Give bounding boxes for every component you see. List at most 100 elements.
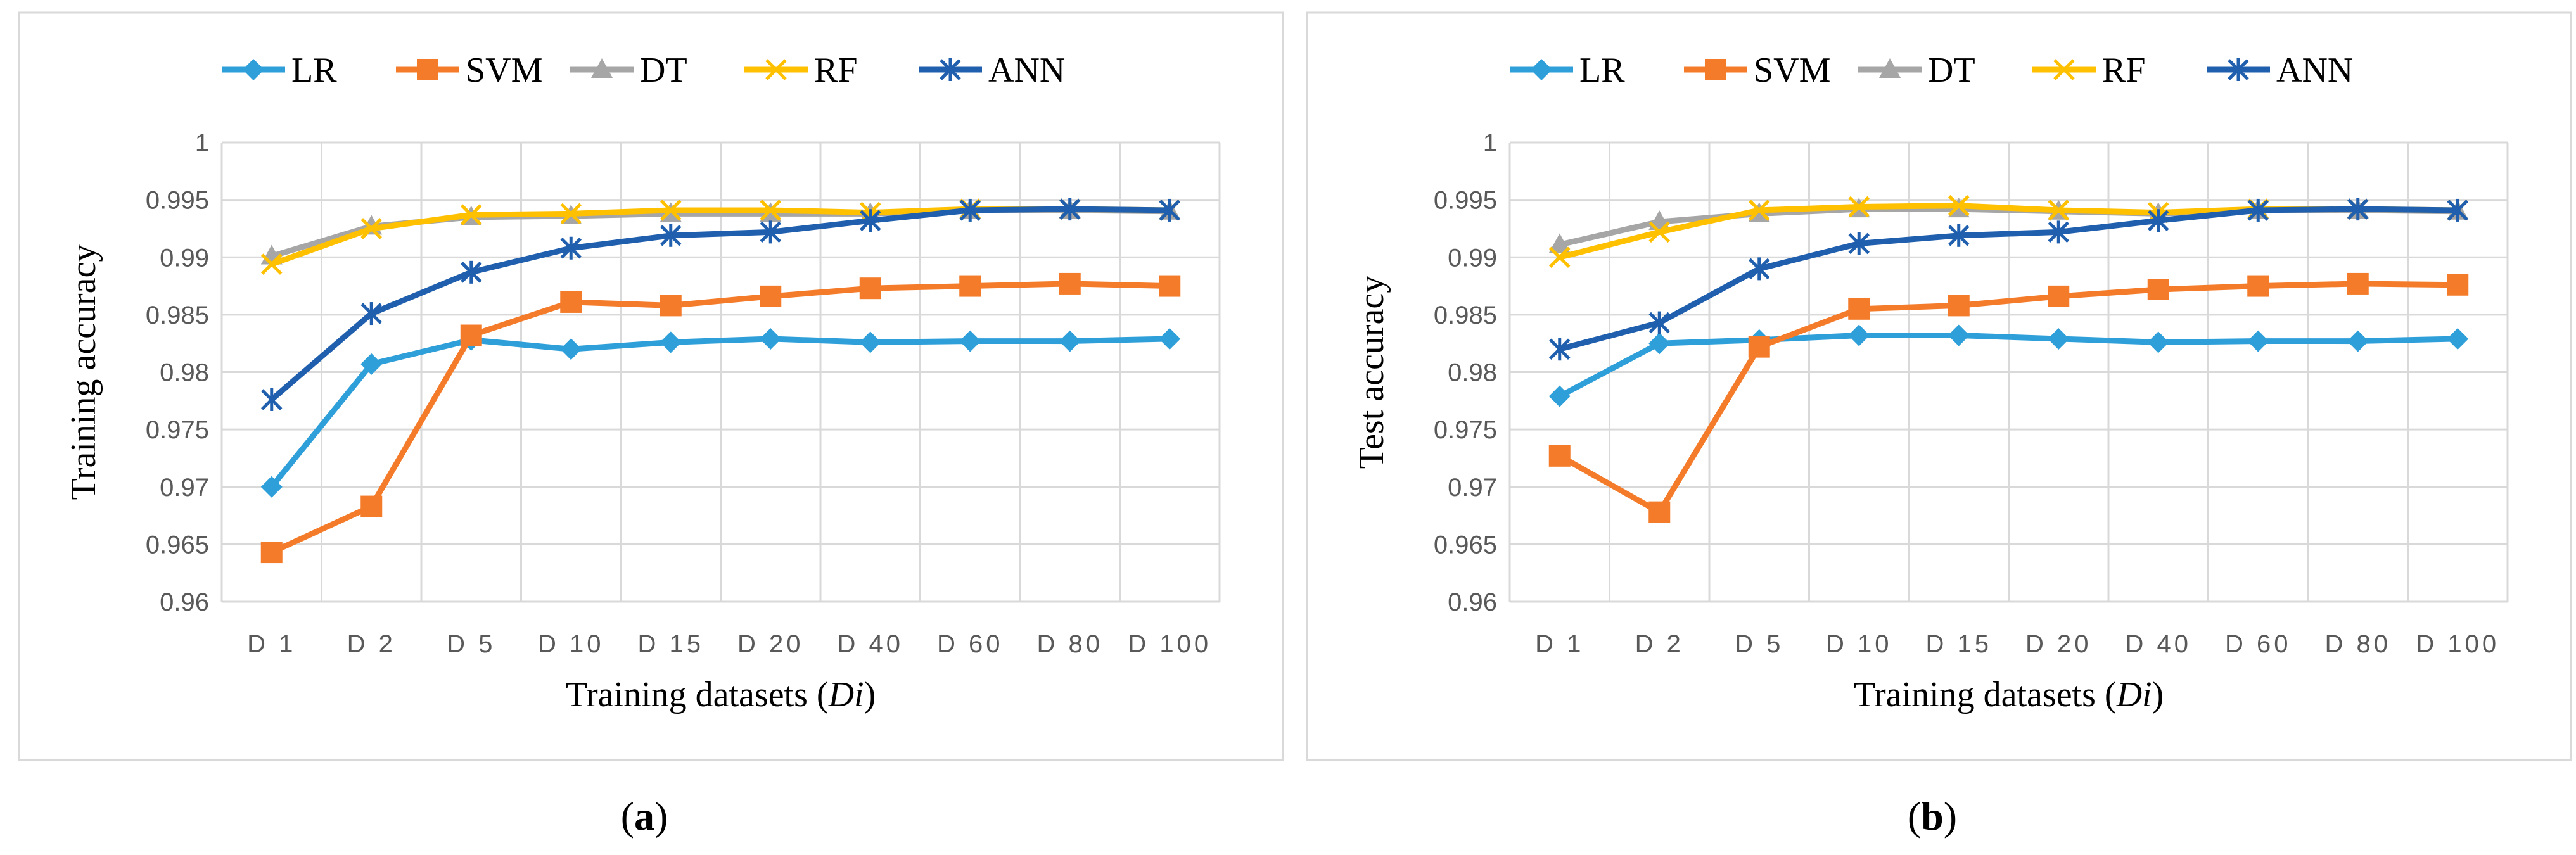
legend: LR SVM DT RF ANN <box>222 51 1065 90</box>
data-point-lr <box>760 327 782 350</box>
caption-letter: b <box>1921 794 1944 839</box>
legend-item-ann: ANN <box>919 51 1065 90</box>
series-lr <box>1548 324 2469 407</box>
panel-caption: (b) <box>1908 794 1957 839</box>
legend-marker <box>243 59 264 80</box>
data-point-svm <box>460 324 482 346</box>
data-point-ann <box>460 260 482 284</box>
chart-frame <box>18 11 1284 761</box>
x-tick-label: D 80 <box>1037 630 1104 658</box>
data-point-dt <box>1548 233 1571 253</box>
x-tick-label: D 2 <box>347 630 396 658</box>
data-point-svm <box>260 542 283 564</box>
series-line-lr <box>269 336 1173 490</box>
legend-item-svm: SVM <box>396 51 542 90</box>
legend-label: LR <box>1579 51 1625 90</box>
x-tick-label: D 15 <box>638 630 705 658</box>
y-tick-label: 0.97 <box>1448 474 1497 502</box>
data-point-lr <box>1548 385 1571 407</box>
data-point-rf <box>1548 246 1571 269</box>
y-tick-label: 0.965 <box>146 531 209 559</box>
data-point-ann <box>2048 220 2070 244</box>
data-point-rf <box>1648 221 1671 243</box>
x-tick-label: D 1 <box>1535 630 1584 658</box>
data-point-svm <box>2447 274 2469 296</box>
data-point-svm <box>760 285 782 307</box>
data-point-ann <box>1848 232 1870 255</box>
legend-label: RF <box>814 51 858 90</box>
x-tick-label: D 5 <box>1735 630 1783 658</box>
data-point-lr <box>2048 327 2070 350</box>
y-tick-label: 0.99 <box>1448 244 1497 272</box>
legend-marker <box>1705 59 1726 80</box>
x-tick-label: D 20 <box>737 630 804 658</box>
series-line-svm <box>1557 281 2461 516</box>
chart-frame <box>1306 11 2572 761</box>
data-point-rf <box>1948 194 1970 217</box>
x-tick-label: D 80 <box>2325 630 2392 658</box>
data-point-ann <box>2447 198 2469 222</box>
x-axis-title-text: Training datasets ( <box>566 675 829 714</box>
y-tick-label: 0.97 <box>160 474 209 502</box>
data-point-svm <box>2247 275 2269 297</box>
series-line-ann <box>269 206 1173 403</box>
data-point-svm <box>2048 285 2070 307</box>
data-point-svm <box>2147 279 2169 300</box>
chart-panel-b: 0.96 0.965 0.97 0.975 0.98 0.985 0.99 0.995 1 D 1… <box>1306 11 2572 839</box>
y-tick-label: 0.975 <box>1434 416 1497 444</box>
data-point-rf <box>760 200 782 221</box>
x-tick-label: D 2 <box>1635 630 1684 658</box>
y-tick-label: 0.965 <box>1434 531 1497 559</box>
data-point-svm <box>1059 272 1081 294</box>
x-tick-label: D 10 <box>1826 630 1892 658</box>
data-point-ann <box>1159 198 1181 222</box>
x-axis-title-text: Training datasets ( <box>1854 675 2117 714</box>
y-tick-label: 0.99 <box>160 244 209 272</box>
legend-label: RF <box>2102 51 2146 90</box>
series-ann <box>1548 198 2469 361</box>
data-point-ann <box>660 224 682 247</box>
data-point-rf <box>2048 200 2070 221</box>
y-tick-label: 0.96 <box>160 588 209 616</box>
y-tick-label: 1 <box>1483 129 1497 157</box>
data-point-lr <box>360 353 383 375</box>
data-point-lr <box>1848 324 1870 346</box>
x-tick-label: D 10 <box>538 630 604 658</box>
x-tick-label: D 5 <box>447 630 495 658</box>
data-point-lr <box>660 331 682 353</box>
y-tick-label: 0.96 <box>1448 588 1497 616</box>
y-tick-label: 0.98 <box>1448 359 1497 387</box>
x-tick-label: D 20 <box>2025 630 2092 658</box>
data-point-ann <box>859 209 881 232</box>
caption-paren-open: ( <box>621 794 634 839</box>
series-svm <box>1548 272 2469 523</box>
legend-marker <box>765 59 787 80</box>
data-point-lr <box>1948 324 1970 346</box>
series-line-svm <box>269 281 1173 555</box>
y-axis-title: Training accuracy <box>64 244 103 500</box>
data-point-ann <box>760 220 782 244</box>
data-point-lr <box>560 338 582 360</box>
x-tick-label: D 40 <box>2126 630 2192 658</box>
data-point-svm <box>1159 275 1181 297</box>
data-point-ann <box>360 302 383 326</box>
legend-marker <box>417 59 438 80</box>
legend-marker <box>591 58 613 78</box>
data-point-svm <box>859 277 881 300</box>
data-point-svm <box>560 291 582 313</box>
caption-paren-open: ( <box>1908 794 1921 839</box>
data-point-rf <box>1848 196 1870 218</box>
data-point-ann <box>1648 311 1671 334</box>
caption-paren-close: ) <box>654 794 668 839</box>
data-point-ann <box>2147 209 2169 232</box>
x-axis-title-variable: Di <box>828 675 864 714</box>
data-point-rf <box>660 200 682 221</box>
data-point-svm <box>1648 501 1671 523</box>
x-tick-label: D 1 <box>247 630 296 658</box>
y-tick-label: 0.985 <box>1434 301 1497 329</box>
y-tick-label: 1 <box>195 129 209 157</box>
legend-item-rf: RF <box>2032 51 2146 90</box>
y-axis-title: Test accuracy <box>1352 276 1391 469</box>
series-svm <box>260 272 1181 564</box>
legend-marker <box>1531 59 1552 80</box>
